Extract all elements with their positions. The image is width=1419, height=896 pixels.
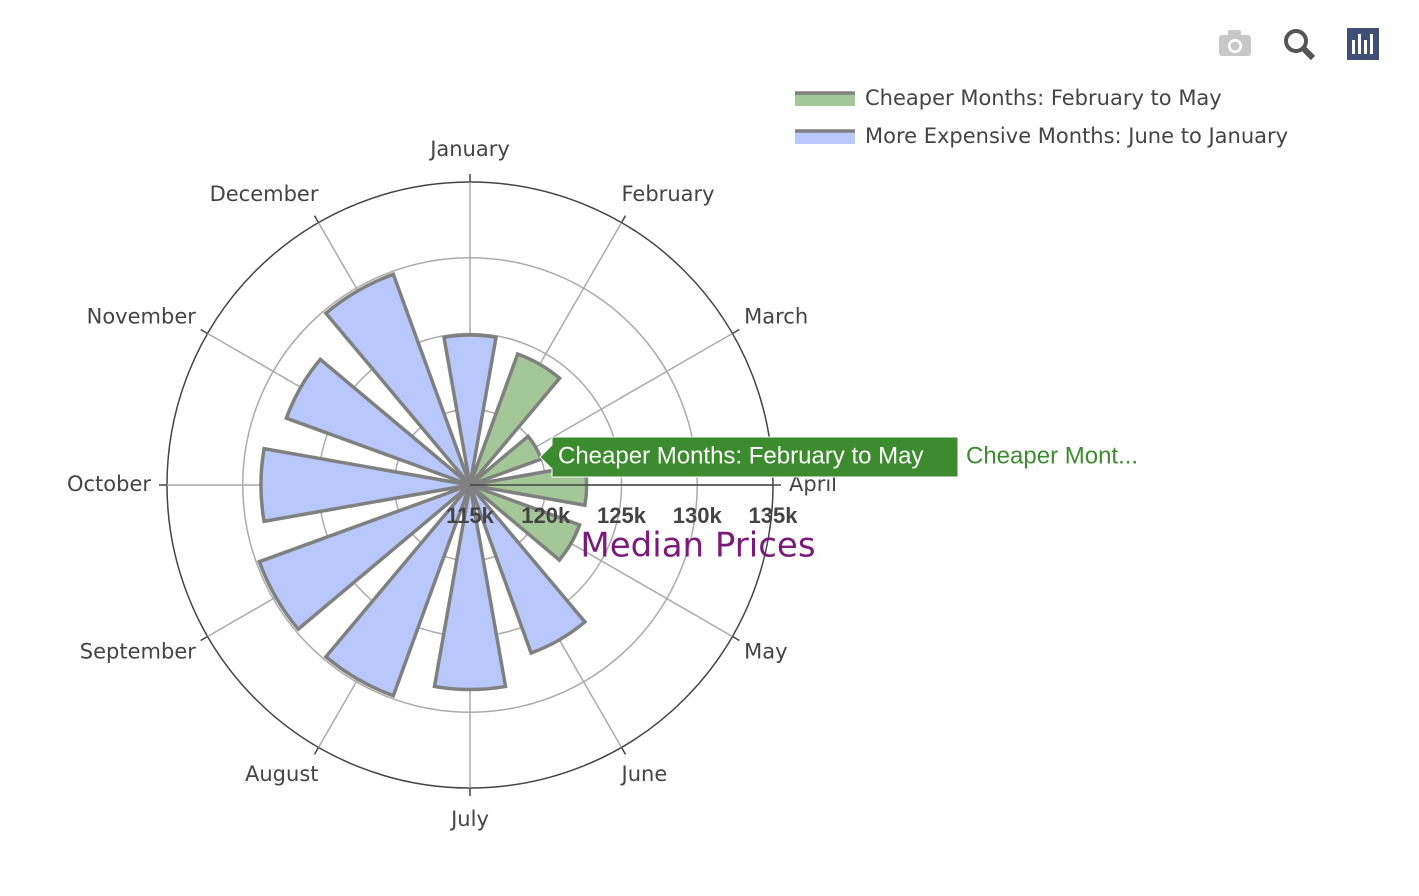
angular-tick [200,328,208,335]
zoom-icon[interactable] [1284,29,1316,61]
bar [284,356,472,487]
hover-trace-name: Cheaper Mont... [966,442,1138,469]
bar [468,483,582,563]
angular-tick [620,747,627,755]
angular-tick-label: May [744,640,787,664]
angular-tick-label: September [80,640,196,664]
bar [323,272,472,487]
angular-tick-label: January [428,137,510,161]
bar [468,433,544,487]
bar [432,484,508,692]
bar [468,483,588,656]
angular-tick-label: February [622,182,715,206]
angular-tick-label: July [449,807,489,831]
angular-tick [732,635,740,642]
plotly-logo[interactable] [1347,28,1379,60]
bar [323,483,472,698]
bar [259,446,471,524]
angular-tick-label: December [210,182,319,206]
modebar [1219,28,1379,61]
camera-icon[interactable] [1219,30,1251,56]
legend-swatch [795,92,855,106]
radial-tick-label: 135k [749,503,799,528]
chart-title: Median Prices [580,526,815,566]
angular-tick [732,328,740,335]
legend-label: More Expensive Months: June to January [865,124,1288,148]
angular-tick-label: March [744,305,808,329]
angular-tick [313,215,320,223]
hover-box [539,436,959,478]
bar [257,483,472,632]
angular-tick-label: June [620,762,668,786]
legend-swatch [795,130,855,144]
radial-tick-label: 120k [521,503,571,528]
angular-tick [313,747,320,755]
angular-tick [200,635,208,642]
angular-tick-label: November [87,305,197,329]
bar [441,333,499,486]
radial-tick-label: 115k [446,503,494,528]
radial-tick-label: 130k [673,503,723,528]
legend-label: Cheaper Months: February to May [865,86,1222,110]
angular-tick-label: August [245,762,319,786]
radial-tick-label: 125k [597,503,647,528]
angular-tick [620,215,627,223]
hover-text: Cheaper Months: February to May [558,442,924,469]
angular-tick-label: October [67,472,151,496]
bar [468,351,563,487]
